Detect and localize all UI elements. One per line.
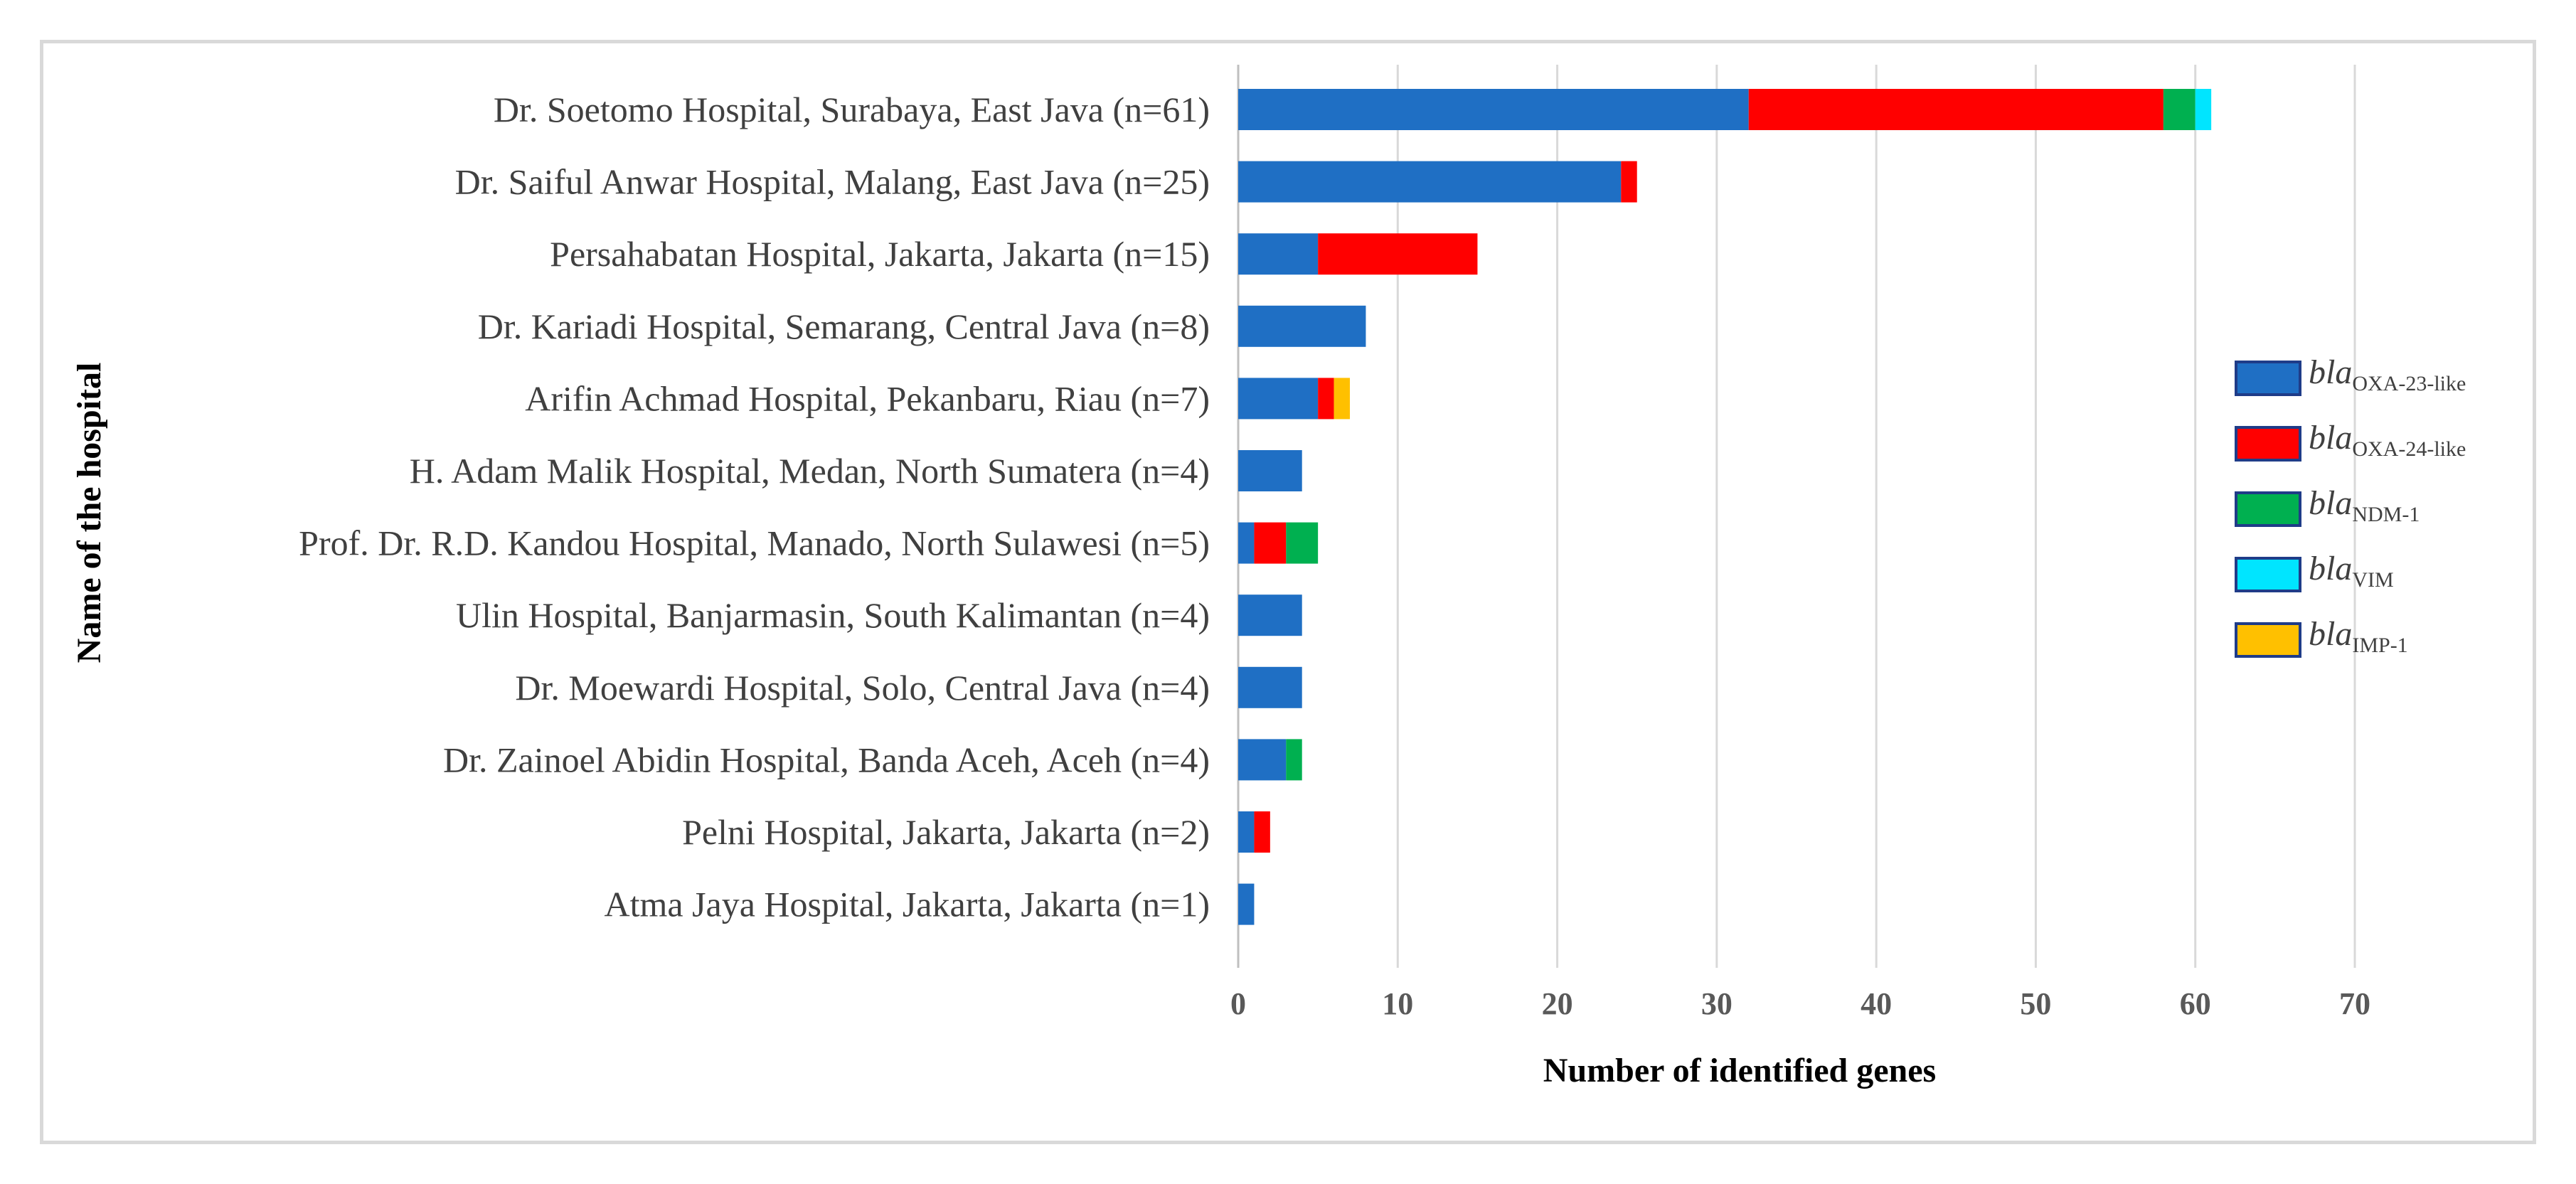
legend-swatch-blaNDM-1 [2235, 491, 2301, 527]
bar-blaOXA-23-like-1 [1238, 161, 1622, 203]
x-tick-label-70: 70 [2339, 986, 2370, 1021]
legend-swatch-blaIMP-1 [2235, 622, 2301, 658]
category-label-6: Prof. Dr. R.D. Kandou Hospital, Manado, … [299, 523, 1210, 563]
category-label-7: Ulin Hospital, Banjarmasin, South Kalima… [456, 595, 1210, 635]
bar-blaOXA-23-like-0 [1238, 89, 1749, 130]
legend-label-blaOXA-24-like: blaOXA-24-like [2309, 419, 2466, 461]
bar-blaOXA-24-like-1 [1621, 161, 1637, 203]
category-label-4: Arifin Achmad Hospital, Pekanbaru, Riau … [525, 378, 1210, 418]
bar-blaOXA-24-like-4 [1318, 378, 1334, 420]
category-label-8: Dr. Moewardi Hospital, Solo, Central Jav… [515, 668, 1210, 708]
stacked-bar-chart: Dr. Soetomo Hospital, Surabaya, East Jav… [70, 65, 2466, 1089]
bar-blaOXA-23-like-11 [1238, 883, 1255, 925]
bar-blaOXA-24-like-0 [1748, 89, 2163, 130]
category-label-0: Dr. Soetomo Hospital, Surabaya, East Jav… [494, 90, 1210, 129]
x-tick-label-50: 50 [2020, 986, 2051, 1021]
gridlines [1237, 65, 2356, 968]
bar-blaOXA-23-like-9 [1238, 739, 1287, 781]
category-label-11: Atma Jaya Hospital, Jakarta, Jakarta (n=… [604, 885, 1210, 924]
x-tick-labels: 0 10 20 30 40 50 60 70 [1230, 986, 2370, 1021]
chart-frame: Dr. Soetomo Hospital, Surabaya, East Jav… [40, 40, 2536, 1144]
bar-blaOXA-24-like-10 [1254, 811, 1270, 853]
bar-blaOXA-24-like-6 [1254, 522, 1287, 564]
category-label-3: Dr. Kariadi Hospital, Semarang, Central … [478, 306, 1210, 346]
category-label-1: Dr. Saiful Anwar Hospital, Malang, East … [455, 162, 1210, 202]
x-tick-label-60: 60 [2180, 986, 2211, 1021]
bar-blaVIM-0 [2195, 89, 2212, 130]
legend-swatch-blaOXA-24-like [2235, 426, 2301, 462]
bar-blaNDM-1-0 [2163, 89, 2196, 130]
y-axis-title: Name of the hospital [70, 363, 108, 663]
bar-blaNDM-1-9 [1286, 739, 1302, 781]
category-label-5: H. Adam Malik Hospital, Medan, North Sum… [410, 451, 1210, 491]
legend-swatch-blaOXA-23-like [2235, 361, 2301, 396]
category-label-2: Persahabatan Hospital, Jakarta, Jakarta … [550, 234, 1210, 274]
bar-series [1238, 89, 2212, 925]
category-label-9: Dr. Zainoel Abidin Hospital, Banda Aceh,… [443, 740, 1210, 779]
legend-label-blaVIM: blaVIM [2309, 550, 2394, 592]
bar-blaOXA-23-like-8 [1238, 666, 1302, 708]
bar-blaOXA-23-like-7 [1238, 594, 1302, 636]
bar-blaOXA-24-like-2 [1318, 233, 1478, 275]
bar-blaOXA-23-like-3 [1238, 305, 1366, 347]
x-axis-title: Number of identified genes [1543, 1052, 1936, 1089]
bar-blaOXA-23-like-5 [1238, 450, 1302, 491]
bar-blaOXA-23-like-4 [1238, 378, 1319, 420]
bar-blaOXA-23-like-2 [1238, 233, 1319, 275]
legend-swatch-blaVIM [2235, 557, 2301, 592]
x-tick-label-40: 40 [1861, 986, 1892, 1021]
x-tick-label-30: 30 [1701, 986, 1733, 1021]
bar-blaIMP-1-4 [1334, 378, 1350, 420]
x-tick-label-0: 0 [1230, 986, 1246, 1021]
x-tick-label-20: 20 [1542, 986, 1573, 1021]
category-labels: Dr. Soetomo Hospital, Surabaya, East Jav… [299, 90, 1210, 924]
bar-blaNDM-1-6 [1286, 522, 1319, 564]
category-label-10: Pelni Hospital, Jakarta, Jakarta (n=2) [682, 812, 1210, 852]
x-tick-label-10: 10 [1382, 986, 1413, 1021]
legend-label-blaNDM-1: blaNDM-1 [2309, 484, 2420, 526]
bar-blaOXA-23-like-6 [1238, 522, 1255, 564]
bar-blaOXA-23-like-10 [1238, 811, 1255, 853]
legend: blaOXA-23-like blaOXA-24-like blaNDM-1 blaV… [2235, 353, 2466, 658]
legend-label-blaIMP-1: blaIMP-1 [2309, 615, 2408, 657]
legend-label-blaOXA-23-like: blaOXA-23-like [2309, 353, 2466, 395]
